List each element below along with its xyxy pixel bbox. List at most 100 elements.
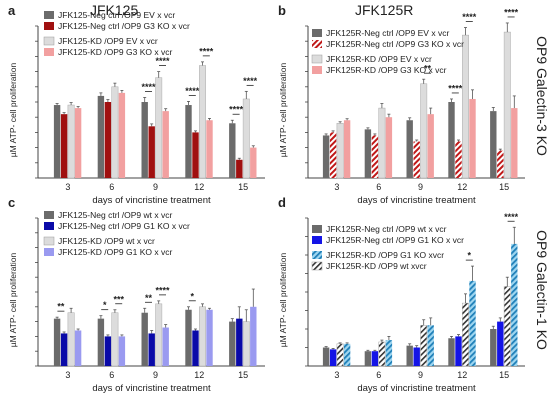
bar [199,306,206,367]
bar [53,318,61,366]
bar [413,347,420,366]
panel-letter-a: a [8,3,16,18]
legend-entry: JFK125R-KD /OP9 wt xvcr [326,261,427,271]
bar [206,120,213,178]
panels: µM ATP- cell proliferation 3 6 9 12 15 days of… [8,7,525,394]
bar [162,111,169,178]
bar [148,333,155,366]
bar [236,318,243,366]
bar [104,336,112,366]
legend-swatch [44,222,54,230]
bar [378,107,386,179]
x-tick-label: 9 [418,370,423,380]
bar [503,286,511,367]
x-tick-label: 12 [457,182,467,192]
bar [497,321,504,366]
x-tick-label: 3 [334,370,339,380]
legend-swatch [312,225,322,233]
bar [155,77,163,179]
x-tick-label: 15 [499,182,509,192]
x-tick-label: 3 [65,370,70,380]
bar [385,340,393,366]
x-tick-label: 9 [153,182,158,192]
significance-label: **** [155,285,170,295]
legend-entry: JFK125R-Neg ctrl /OP9 G1 KO x vcr [326,235,464,245]
x-tick-label: 3 [65,182,70,192]
bar [490,111,497,178]
bar [336,343,344,367]
legend-swatch [44,11,54,19]
legend-entry: JFK125R-KD /OP9 G3 KO x vcr [326,65,447,75]
legend-swatch [43,236,55,246]
bar [371,135,379,178]
bar [97,318,105,366]
bar [111,312,119,367]
y-axis-label: µM ATP- cell proliferation [278,62,288,157]
x-tick-label: 12 [194,370,204,380]
significance-label: **** [229,105,244,115]
bar [490,329,497,366]
x-tick-label: 12 [457,370,467,380]
legend-entry: JFK125R-KD /OP9 EV x vcr [326,54,432,64]
bar [53,105,61,178]
legend-swatch [312,29,322,37]
bar [329,132,337,178]
bar [455,336,462,366]
bar [155,303,163,367]
bar [74,330,82,366]
bar [427,325,434,366]
legend-swatch [44,48,54,56]
x-tick-label: 15 [238,370,248,380]
bar [111,86,119,179]
x-axis-label: days of vincristine treatment [357,383,476,394]
bar [229,321,236,366]
legend-entry: JFK125-Neg ctrl /OP9 EV x vcr [58,10,175,20]
bar [385,117,393,178]
bar [503,31,511,179]
bar [322,135,330,178]
bar [185,309,192,366]
side-label-galectin1: OP9 Galectin-1 KO [534,230,550,350]
legend: JFK125-Neg ctrl /OP9 EV x vcrJFK125-Neg … [43,10,190,57]
bar [336,123,344,179]
bar [420,325,428,367]
bar [97,95,105,178]
bar [141,312,148,366]
legend-swatch [312,40,322,48]
panel-letter-d: d [278,195,286,210]
legend: JFK125-Neg ctrl /OP9 wt x vcrJFK125-Neg … [43,210,190,257]
bar [406,120,413,178]
bar [242,321,250,367]
bar [60,333,68,366]
legend-swatch [311,261,323,271]
significance-label: **** [243,76,258,86]
legend-swatch [312,66,322,74]
bar [118,92,126,178]
significance-label: **** [504,7,519,17]
bar [378,341,386,367]
bar [67,104,75,179]
bar [60,114,68,178]
legend-entry: JFK125R-Neg ctrl /OP9 wt x vcr [326,224,447,234]
bar [371,351,379,366]
x-tick-label: 15 [238,182,248,192]
x-axis-label: days of vincristine treatment [92,195,211,206]
chart-panel-a: µM ATP- cell proliferation 3 6 9 12 15 days of… [8,10,265,206]
significance-label: * [191,291,195,301]
bar [67,312,75,367]
bar [462,302,469,367]
significance-label: **** [504,212,519,222]
legend: JFK125R-Neg ctrl /OP9 wt x vcrJFK125R-Ne… [311,224,464,271]
legend-entry: JFK125-Neg ctrl /OP9 G3 KO x vcr [58,21,190,31]
legend-swatch [44,248,54,256]
bar [413,141,420,178]
significance-label: * [468,251,472,261]
significance-label: ** [57,302,65,312]
chart-panel-d: µM ATP- cell proliferation 3 6 9 12 15 days of… [278,212,525,394]
bar [364,351,372,366]
bar [364,129,372,178]
bar [206,309,213,366]
bar [242,98,250,179]
